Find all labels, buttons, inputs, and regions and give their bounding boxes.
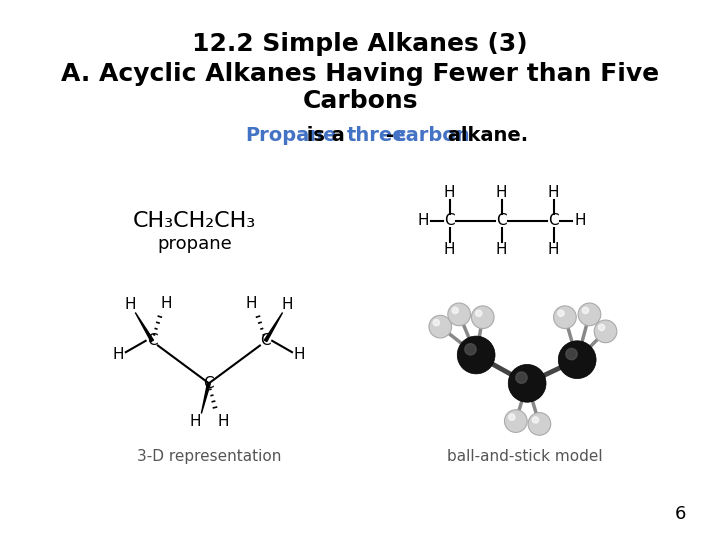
Circle shape <box>476 310 482 316</box>
Text: 6: 6 <box>675 504 685 523</box>
Text: H: H <box>125 298 136 313</box>
Text: C: C <box>147 333 158 348</box>
Text: C: C <box>204 376 215 391</box>
Text: H: H <box>112 347 124 362</box>
Circle shape <box>558 310 564 316</box>
Text: -: - <box>386 126 394 145</box>
Text: propane: propane <box>158 234 232 253</box>
Circle shape <box>452 307 459 314</box>
Text: H: H <box>217 414 229 429</box>
Circle shape <box>558 341 596 379</box>
Circle shape <box>429 315 451 338</box>
Circle shape <box>457 336 495 374</box>
Text: H: H <box>418 213 429 228</box>
Text: Carbons: Carbons <box>302 89 418 113</box>
Text: H: H <box>548 242 559 256</box>
Circle shape <box>566 348 577 360</box>
Text: H: H <box>161 295 172 310</box>
Circle shape <box>465 343 476 355</box>
Text: A. Acyclic Alkanes Having Fewer than Five: A. Acyclic Alkanes Having Fewer than Fiv… <box>61 62 659 86</box>
Polygon shape <box>202 383 210 414</box>
Circle shape <box>594 320 617 343</box>
Text: H: H <box>548 185 559 200</box>
Circle shape <box>578 303 600 326</box>
Text: H: H <box>246 295 257 310</box>
Circle shape <box>472 306 494 328</box>
Text: three: three <box>347 126 406 145</box>
Text: H: H <box>282 298 293 313</box>
Text: alkane.: alkane. <box>441 126 528 145</box>
Circle shape <box>528 413 551 435</box>
Text: H: H <box>189 414 200 429</box>
Circle shape <box>582 307 589 314</box>
Text: CH₃CH₂CH₃: CH₃CH₂CH₃ <box>133 211 256 231</box>
Text: 12.2 Simple Alkanes (3): 12.2 Simple Alkanes (3) <box>192 32 528 56</box>
Text: ball-and-stick model: ball-and-stick model <box>447 449 603 464</box>
Text: H: H <box>444 242 456 256</box>
Text: is a: is a <box>300 126 351 145</box>
Text: C: C <box>444 213 455 228</box>
Circle shape <box>516 372 527 383</box>
Text: H: H <box>496 242 508 256</box>
Text: C: C <box>496 213 507 228</box>
Text: C: C <box>548 213 559 228</box>
Circle shape <box>508 414 515 420</box>
Circle shape <box>505 410 527 433</box>
Circle shape <box>598 324 605 330</box>
Circle shape <box>532 417 539 423</box>
Text: Propane: Propane <box>245 126 336 145</box>
Text: H: H <box>575 213 586 228</box>
Circle shape <box>508 364 546 402</box>
Text: carbon: carbon <box>394 126 469 145</box>
Text: C: C <box>260 333 271 348</box>
Text: H: H <box>444 185 456 200</box>
Circle shape <box>448 303 470 326</box>
Polygon shape <box>264 313 282 341</box>
Text: H: H <box>294 347 305 362</box>
Text: 3-D representation: 3-D representation <box>137 449 281 464</box>
Circle shape <box>554 306 576 328</box>
Text: H: H <box>496 185 508 200</box>
Circle shape <box>433 320 439 326</box>
Polygon shape <box>135 313 153 341</box>
